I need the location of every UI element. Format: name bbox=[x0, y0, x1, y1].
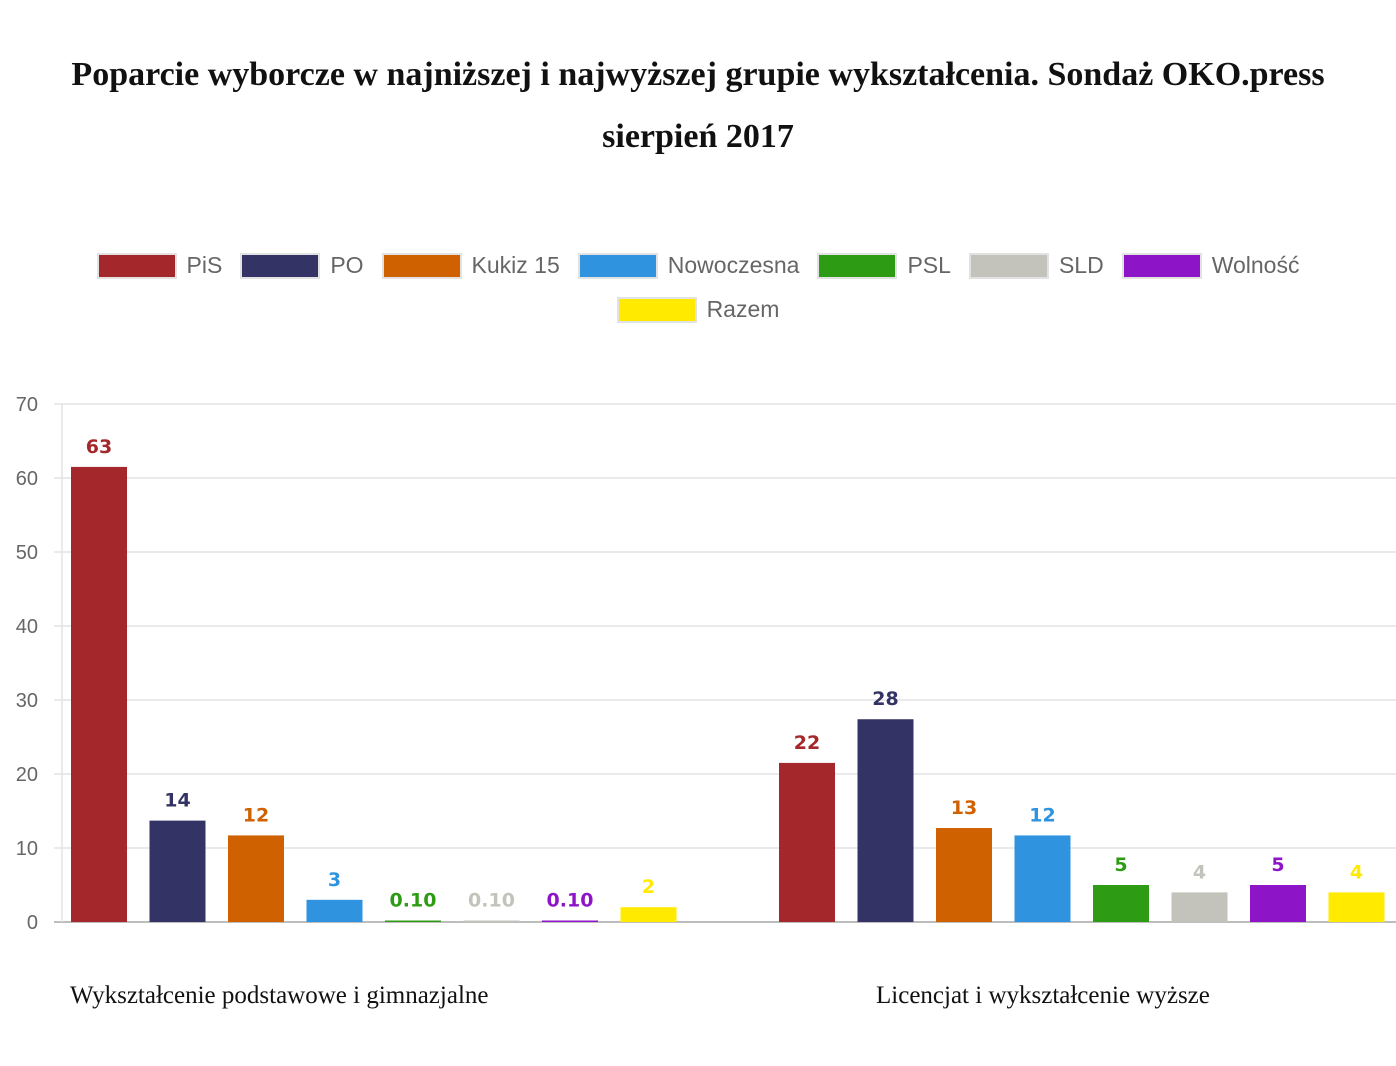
legend-item[interactable]: Razem bbox=[616, 296, 780, 323]
bar-value-label: 14 bbox=[164, 790, 190, 812]
legend-swatch bbox=[968, 252, 1049, 279]
legend-swatch bbox=[577, 252, 658, 279]
bar-value-label: 12 bbox=[1029, 804, 1055, 826]
bar-value-label: 12 bbox=[243, 804, 269, 826]
bar-value-label: 0.10 bbox=[390, 890, 437, 912]
bar[interactable] bbox=[1093, 885, 1149, 922]
legend-label: SLD bbox=[1058, 252, 1104, 278]
legend-swatch bbox=[817, 252, 898, 279]
bar[interactable] bbox=[228, 835, 284, 922]
bar[interactable] bbox=[936, 828, 992, 922]
legend-label: Nowoczesna bbox=[667, 252, 800, 278]
y-tick-label: 70 bbox=[16, 394, 38, 416]
bar[interactable] bbox=[857, 719, 914, 922]
legend-item[interactable]: PO bbox=[240, 252, 364, 279]
legend-swatch bbox=[240, 252, 321, 279]
y-axis: 0 10 20 30 40 50 60 70 bbox=[16, 394, 63, 934]
bar[interactable] bbox=[385, 920, 441, 923]
bar[interactable] bbox=[149, 820, 206, 922]
bar-value-label: 5 bbox=[1271, 854, 1284, 876]
legend-label: Wolność bbox=[1211, 252, 1300, 278]
bar-value-label: 13 bbox=[951, 797, 977, 819]
legend-row: Razem bbox=[0, 296, 1396, 323]
bar[interactable] bbox=[1171, 892, 1228, 922]
legend-item[interactable]: PSL bbox=[817, 252, 951, 279]
bar[interactable] bbox=[463, 920, 520, 923]
y-tick-label: 60 bbox=[16, 468, 38, 490]
legend-swatch bbox=[96, 252, 177, 279]
x-category-label: Wykształcenie podstawowe i gimnazjalne bbox=[70, 982, 489, 1009]
legend-label: PSL bbox=[907, 252, 951, 278]
y-tick-label: 40 bbox=[16, 616, 38, 638]
bar-value-label: 28 bbox=[872, 688, 898, 710]
bar[interactable] bbox=[779, 762, 835, 922]
legend-label: PiS bbox=[186, 252, 223, 278]
legend-item[interactable]: SLD bbox=[968, 252, 1104, 279]
legend-item[interactable]: Wolność bbox=[1121, 252, 1300, 279]
y-tick-label: 50 bbox=[16, 542, 38, 564]
legend-swatch bbox=[616, 296, 697, 323]
legend-label: PO bbox=[330, 252, 364, 278]
y-tick-label: 0 bbox=[27, 912, 38, 934]
bar-value-label: 2 bbox=[642, 876, 655, 898]
legend-label: Razem bbox=[706, 296, 780, 322]
bar-value-label: 4 bbox=[1193, 861, 1206, 883]
bar[interactable] bbox=[542, 920, 598, 923]
bar[interactable] bbox=[1328, 892, 1385, 922]
legend-swatch bbox=[1121, 252, 1202, 279]
legend-swatch bbox=[381, 252, 462, 279]
bars bbox=[71, 466, 1385, 923]
bar-value-label: 3 bbox=[328, 869, 341, 891]
legend-item[interactable]: Kukiz 15 bbox=[381, 252, 560, 279]
x-category-label: Licencjat i wykształcenie wyższe bbox=[876, 982, 1210, 1009]
bar-value-label: 0.10 bbox=[547, 890, 594, 912]
legend-label: Kukiz 15 bbox=[471, 252, 560, 278]
chart-title: Poparcie wyborcze w najniższej i najwyżs… bbox=[71, 56, 1325, 155]
legend: PiS PO Kukiz 15 Nowoczesna PSL SLD Wolność Raz… bbox=[0, 252, 1396, 342]
bar[interactable] bbox=[71, 466, 127, 922]
bar[interactable] bbox=[1014, 835, 1071, 922]
y-tick-label: 20 bbox=[16, 764, 38, 786]
y-tick-label: 30 bbox=[16, 690, 38, 712]
bar-value-label: 22 bbox=[794, 732, 820, 754]
bar[interactable] bbox=[306, 899, 363, 922]
bar-value-label: 5 bbox=[1114, 854, 1127, 876]
legend-item[interactable]: Nowoczesna bbox=[577, 252, 800, 279]
legend-item[interactable]: PiS bbox=[96, 252, 223, 279]
bar-value-label: 0.10 bbox=[468, 890, 515, 912]
bar-value-label: 63 bbox=[86, 436, 112, 458]
bar-value-label: 4 bbox=[1350, 861, 1363, 883]
legend-row: PiS PO Kukiz 15 Nowoczesna PSL SLD Wolność bbox=[0, 252, 1396, 279]
bar[interactable] bbox=[1250, 885, 1306, 922]
y-tick-label: 10 bbox=[16, 838, 38, 860]
bar[interactable] bbox=[620, 907, 677, 922]
